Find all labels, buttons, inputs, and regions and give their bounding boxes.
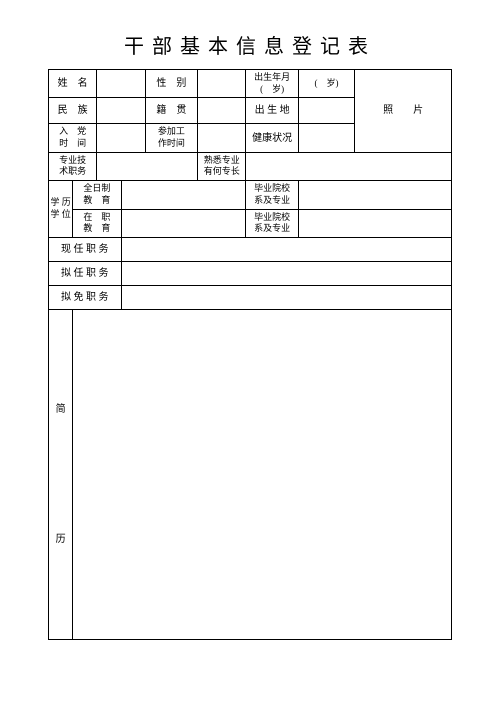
edu-grad1-value xyxy=(298,181,451,209)
age-label: ( 岁) xyxy=(298,70,354,98)
birthplace-label: 出 生 地 xyxy=(246,98,298,124)
resume-label: 简 历 xyxy=(49,309,73,639)
edu-main-label: 学 历 学 位 xyxy=(49,181,73,238)
remove-pos-label: 拟 免 职 务 xyxy=(49,285,122,309)
name-label: 姓 名 xyxy=(49,70,97,98)
spec-value xyxy=(246,152,452,180)
current-pos-label: 现 任 职 务 xyxy=(49,237,122,261)
remove-pos-value xyxy=(121,285,451,309)
photo-cell: 照 片 xyxy=(355,70,452,153)
ethnic-value xyxy=(97,98,145,124)
birthplace-value xyxy=(298,98,354,124)
prof-value xyxy=(97,152,198,180)
work-label: 参加工 作时间 xyxy=(145,124,197,152)
edu-onjob-value xyxy=(121,209,246,237)
gender-value xyxy=(198,70,246,98)
current-pos-value xyxy=(121,237,451,261)
proposed-pos-label: 拟 任 职 务 xyxy=(49,261,122,285)
resume-value xyxy=(73,309,452,639)
health-value xyxy=(298,124,354,152)
edu-fulltime-value xyxy=(121,181,246,209)
proposed-pos-value xyxy=(121,261,451,285)
work-value xyxy=(198,124,246,152)
gender-label: 性 别 xyxy=(145,70,197,98)
edu-grad2-label: 毕业院校 系及专业 xyxy=(246,209,298,237)
edu-grad1-label: 毕业院校 系及专业 xyxy=(246,181,298,209)
native-value xyxy=(198,98,246,124)
prof-label: 专业技 术职务 xyxy=(49,152,97,180)
edu-onjob-label: 在 职 教 育 xyxy=(73,209,121,237)
edu-fulltime-label: 全日制 教 育 xyxy=(73,181,121,209)
party-value xyxy=(97,124,145,152)
native-label: 籍 贯 xyxy=(145,98,197,124)
edu-grad2-value xyxy=(298,209,451,237)
resume-char1: 简 xyxy=(56,403,66,416)
spec-label: 熟悉专业 有何专长 xyxy=(198,152,246,180)
form-table: 姓 名 性 别 出生年月 ( 岁) ( 岁) 照 片 民 族 籍 贯 出 生 地… xyxy=(48,69,452,640)
ethnic-label: 民 族 xyxy=(49,98,97,124)
name-value xyxy=(97,70,145,98)
health-label: 健康状况 xyxy=(246,124,298,152)
party-label: 入 党 时 间 xyxy=(49,124,97,152)
birth-label: 出生年月 ( 岁) xyxy=(246,70,298,98)
form-title: 干部基本信息登记表 xyxy=(48,30,452,59)
resume-char2: 历 xyxy=(56,533,66,546)
